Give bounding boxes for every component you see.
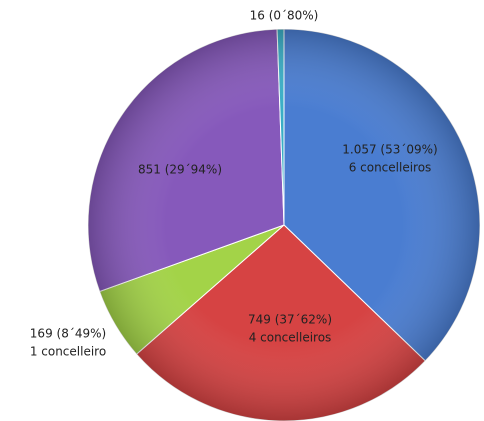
data-sublabel: 1 concelleiro	[30, 345, 106, 359]
data-label: 851 (29´94%)	[138, 163, 222, 177]
data-label: 749 (37´62%)	[248, 313, 332, 327]
data-label: 169 (8´49%)	[30, 327, 106, 341]
data-sublabel: 6 concelleiros	[349, 161, 432, 175]
data-label: 16 (0´80%)	[250, 9, 319, 23]
data-sublabel: 4 concelleiros	[249, 331, 332, 345]
data-label: 1.057 (53´09%)	[342, 143, 437, 157]
